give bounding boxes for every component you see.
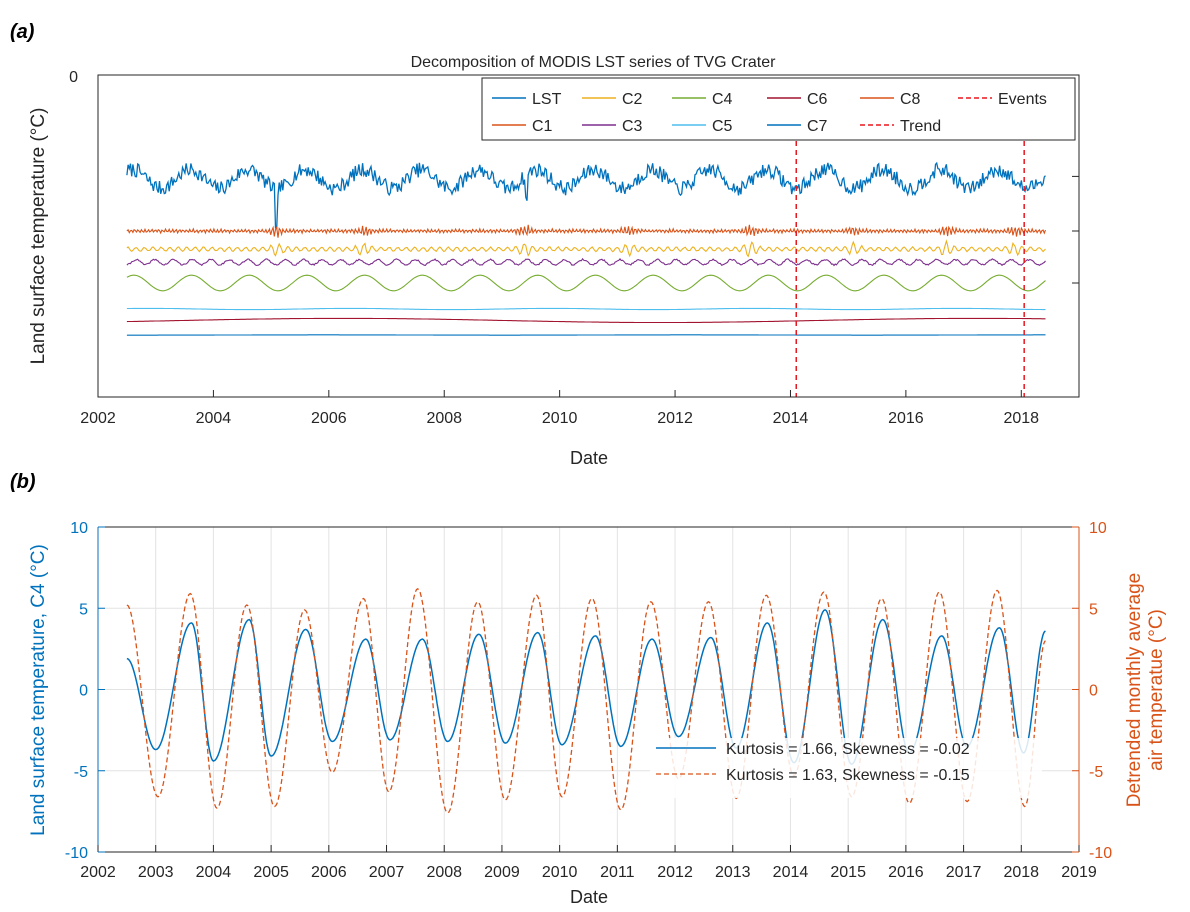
chart-b-x-tick-label: 2005 [253,864,289,881]
chart-b-x-axis-label: Date [570,887,608,907]
chart-b-x-tick-label: 2007 [369,864,405,881]
chart-a-legend-box [481,77,1076,141]
chart-b-legend-dashed-label: Kurtosis = 1.63, Skewness = -0.15 [726,767,970,784]
chart-b-right-y-axis-label: Detrended monthly average air temperatue… [1124,573,1167,807]
chart-b-x-tick-label: 2008 [426,864,462,881]
chart-a-legend-label: C2 [622,91,643,108]
chart-a-title: Decomposition of MODIS LST series of TVG… [411,54,777,71]
chart-a-frame [97,74,1080,398]
panel-b-label: (b) [10,471,36,493]
chart-a-x-tick-label: 2006 [311,410,347,427]
chart-a-x-tick-label: 2012 [657,410,693,427]
chart-b-x-tick-label: 2017 [946,864,982,881]
chart-b-x-tick-label: 2009 [484,864,520,881]
chart-a-x-tick-label: 2010 [542,410,578,427]
chart-a-x-tick-label: 2002 [80,410,116,427]
chart-a-x-tick-label: 2008 [426,410,462,427]
chart-b-plot-area: 2002 2003 2004 2005 2006 2007 2008 2009 2010 2011… [65,520,1112,881]
chart-a-plot-area: 2002 2004 2006 2008 2010 2012 2014 2016 2018 0 [69,69,1080,427]
chart-a-series [126,161,1047,336]
chart-b-right-y-tick-label: 10 [1089,520,1107,537]
chart-a-series-lst [126,161,1046,230]
chart-b-right-y-tick-label: 5 [1089,601,1098,618]
chart-b-x-tick-label: 2003 [138,864,174,881]
chart-a-legend-label: C8 [900,91,921,108]
chart-a-right-ticks [1072,175,1079,284]
chart-a-series-c3 [126,257,1046,267]
chart-a-x-tick-label: 2018 [1003,410,1039,427]
chart-b-right-y-tick-label: -5 [1089,764,1103,781]
chart-a-series-c2 [126,239,1046,258]
chart-a-series-c4 [126,274,1046,292]
chart-a-y-axis-label: Land surface temperature (°C) [28,108,49,365]
chart-b-left-y-tick-label: 10 [70,520,88,537]
chart-b-x-tick-label: 2006 [311,864,347,881]
chart-b-grid [97,526,1080,853]
chart-a-x-tick-label: 2004 [196,410,232,427]
chart-b-x-tick-label: 2011 [600,864,635,881]
chart-a-y-tick-label: 0 [69,69,78,86]
chart-a-legend-label: C1 [532,118,553,135]
chart-b-x-tick-label: 2016 [888,864,924,881]
chart-b-right-y-axis-label-line2: air temperatue (°C) [1146,609,1167,771]
chart-b-x-tick-label: 2012 [657,864,693,881]
chart-a-x-tick-label: 2016 [888,410,924,427]
chart-b-right-y-axis-label-line1: Detrended monthly average [1124,573,1145,807]
chart-b-x-tick-label: 2019 [1061,864,1097,881]
chart-b-left-y-tick-label: 5 [79,601,88,618]
chart-b-series-lst-c4 [126,609,1046,766]
chart-a-series-c5 [126,307,1046,311]
chart-b-x-tick-label: 2015 [830,864,866,881]
chart-b-right-y-tick-label: -10 [1089,845,1112,862]
chart-b-left-y-tick-label: -5 [74,764,88,781]
chart-b-right-y-tick-label: 0 [1089,683,1098,700]
chart-b-left-y-tick-label: 0 [79,683,88,700]
chart-a-legend-label: C7 [807,118,828,135]
chart-b-x-tick-label: 2002 [80,864,116,881]
chart-b-left-y-tick-label: -10 [65,845,88,862]
chart-a-legend-label: C5 [712,118,733,135]
chart-a-x-ticks: 2002 2004 2006 2008 2010 2012 2014 2016 2018 [80,390,1039,427]
chart-a-legend-label: LST [532,91,562,108]
chart-a-legend-label: C4 [712,91,733,108]
chart-b-x-tick-label: 2013 [715,864,751,881]
chart-a-x-axis-label: Date [570,448,608,468]
chart-a-series-c1 [126,224,1047,238]
chart-b-x-tick-label: 2014 [773,864,809,881]
chart-a-series-c6 [126,317,1046,324]
chart-b-x-tick-label: 2010 [542,864,578,881]
chart-a-legend: LST C2 C4 C6 C8 Events C1 C3 C5 C7 Trend [481,77,1076,141]
chart-a-legend-label: C6 [807,91,828,108]
chart-a-legend-label: Events [998,91,1047,108]
chart-b-x-tick-label: 2018 [1003,864,1039,881]
chart-b-legend-solid-label: Kurtosis = 1.66, Skewness = -0.02 [726,741,970,758]
chart-b-x-ticks: 2002 2003 2004 2005 2006 2007 2008 2009 2010 2011… [80,845,1097,881]
panel-a-label: (a) [10,21,35,43]
chart-a-legend-label: Trend [900,118,941,135]
chart-b-legend: Kurtosis = 1.66, Skewness = -0.02 Kurtos… [650,738,1042,798]
chart-b-left-y-axis-label: Land surface temperature, C4 (°C) [28,544,49,836]
chart-a-events [795,141,1025,397]
chart-a-x-tick-label: 2014 [773,410,809,427]
chart-b-y-ticks: -10 -5 0 5 10 -10 -5 0 5 10 [65,520,1112,862]
chart-b-x-tick-label: 2004 [196,864,232,881]
chart-a-legend-label: C3 [622,118,643,135]
